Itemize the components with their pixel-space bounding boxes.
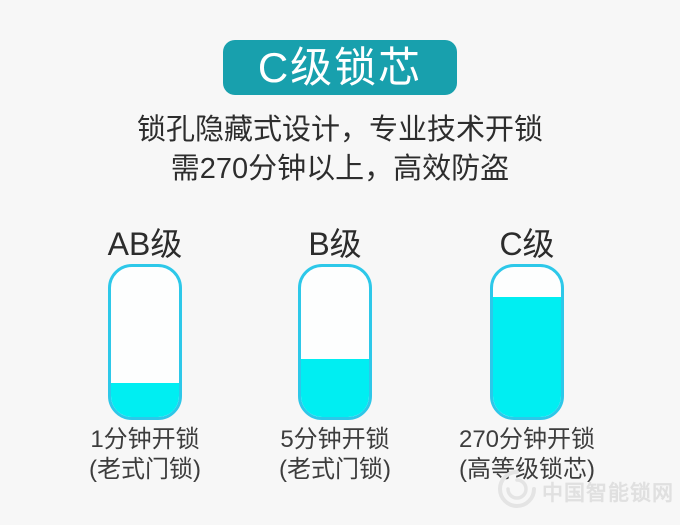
gauge-column-b: B级 5分钟开锁 (老式门锁): [250, 224, 420, 485]
caption-time-b: 5分钟开锁: [280, 426, 390, 453]
gauge-caption-c: 270分钟开锁 (高等级锁芯): [442, 425, 612, 485]
capsule-gauge-ab: [108, 264, 182, 420]
caption-type-c: (高等级锁芯): [459, 456, 595, 483]
description-line-2: 需270分钟以上，高效防盗: [170, 153, 510, 185]
gauge-label-ab: AB级: [107, 226, 183, 262]
caption-type-b: (老式门锁): [279, 456, 391, 483]
gauge-caption-ab: 1分钟开锁 (老式门锁): [60, 425, 230, 485]
badge-title: C级锁芯: [257, 44, 423, 91]
capsule-fill-b: [301, 358, 369, 417]
caption-type-ab: (老式门锁): [89, 456, 201, 483]
caption-time-c: 270分钟开锁: [458, 426, 596, 453]
class-c-badge: C级锁芯: [223, 40, 457, 95]
gauge-label-b: B级: [308, 226, 362, 262]
gauge-caption-b: 5分钟开锁 (老式门锁): [250, 425, 420, 485]
gauge-column-c: C级 270分钟开锁 (高等级锁芯): [442, 224, 612, 485]
caption-time-ab: 1分钟开锁: [90, 426, 200, 453]
description-line-1: 锁孔隐藏式设计，专业技术开锁: [136, 114, 543, 146]
capsule-fill-c: [493, 297, 561, 417]
gauge-column-ab: AB级 1分钟开锁 (老式门锁): [60, 224, 230, 485]
description-block: 锁孔隐藏式设计，专业技术开锁 需270分钟以上，高效防盗: [0, 111, 680, 189]
capsule-gauge-b: [298, 264, 372, 420]
capsule-fill-ab: [111, 382, 179, 417]
capsule-gauge-c: [490, 264, 564, 420]
gauge-label-c: C级: [499, 226, 555, 262]
